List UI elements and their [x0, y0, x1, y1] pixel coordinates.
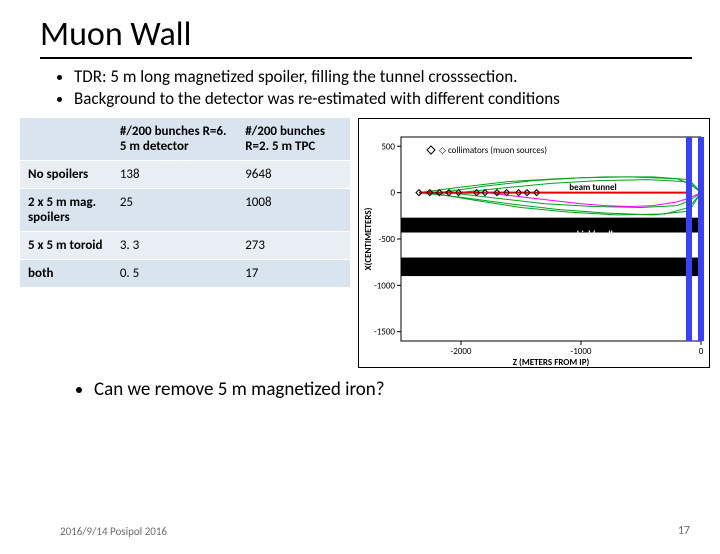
- svg-text:-2000: -2000: [450, 346, 471, 357]
- footer-date: 2016/9/14 Posipol 2016: [60, 525, 167, 538]
- svg-text:X(CENTIMETERS): X(CENTIMETERS): [363, 207, 374, 270]
- table-row: 2 x 5 m mag. spoilers251008: [20, 189, 350, 232]
- table-header-row: #/200 bunches R=6. 5 m detector #/200 bu…: [20, 118, 350, 161]
- table-row: No spoilers1389648: [20, 161, 350, 189]
- bullet-item: Background to the detector was re-estima…: [74, 89, 680, 109]
- table-cell: 138: [112, 161, 237, 189]
- svg-text:0: 0: [699, 346, 704, 357]
- bullet-item: Can we remove 5 m magnetized iron?: [94, 378, 690, 401]
- chart-area: -2000 -1000 0 -1500 -1000 -500 0 500 Z (METERS F…: [358, 118, 712, 368]
- table-cell: 9648: [237, 161, 350, 189]
- svg-text:0: 0: [390, 188, 395, 199]
- svg-text:-1000: -1000: [374, 280, 395, 291]
- svg-text:500: 500: [381, 141, 395, 152]
- svg-text:◇ collimators (muon sources): ◇ collimators (muon sources): [439, 145, 547, 156]
- svg-text:-1500: -1500: [374, 327, 395, 338]
- table-cell: 2 x 5 m mag. spoilers: [20, 189, 112, 232]
- svg-text:-1000: -1000: [570, 346, 591, 357]
- table-cell: 25: [112, 189, 237, 232]
- bullet-item: TDR: 5 m long magnetized spoiler, fillin…: [74, 67, 680, 87]
- beam-chart: -2000 -1000 0 -1500 -1000 -500 0 500 Z (METERS F…: [358, 118, 710, 368]
- page-title: Muon Wall: [40, 14, 692, 55]
- table-row: both0. 517: [20, 260, 350, 288]
- table-cell: 1008: [237, 189, 350, 232]
- bullets-top: TDR: 5 m long magnetized spoiler, fillin…: [60, 67, 680, 108]
- data-table: #/200 bunches R=6. 5 m detector #/200 bu…: [20, 118, 350, 288]
- content-row: #/200 bunches R=6. 5 m detector #/200 bu…: [20, 118, 712, 368]
- table-cell: both: [20, 260, 112, 288]
- footer-page-number: 17: [678, 524, 690, 538]
- table-cell: 273: [237, 232, 350, 260]
- table-header-cell: #/200 bunches R=2. 5 m TPC: [237, 118, 350, 161]
- table-cell: No spoilers: [20, 161, 112, 189]
- title-bar: Muon Wall: [40, 14, 692, 59]
- table-header-cell: [20, 118, 112, 161]
- svg-text:beam tunnel: beam tunnel: [569, 182, 617, 193]
- svg-text:service tunnel: service tunnel: [567, 285, 620, 296]
- bullets-bottom: Can we remove 5 m magnetized iron?: [80, 378, 690, 401]
- table-header-cell: #/200 bunches R=6. 5 m detector: [112, 118, 237, 161]
- table-cell: 17: [237, 260, 350, 288]
- table-cell: 0. 5: [112, 260, 237, 288]
- svg-text:Z (METERS FROM IP): Z (METERS FROM IP): [513, 357, 590, 368]
- chart-svg: -2000 -1000 0 -1500 -1000 -500 0 500 Z (METERS F…: [359, 119, 710, 368]
- table-body: No spoilers13896482 x 5 m mag. spoilers2…: [20, 161, 350, 288]
- table-cell: 5 x 5 m toroid: [20, 232, 112, 260]
- table-row: 5 x 5 m toroid3. 3273: [20, 232, 350, 260]
- svg-text:shield wall: shield wall: [573, 229, 613, 240]
- svg-text:-500: -500: [379, 234, 396, 245]
- table-cell: 3. 3: [112, 232, 237, 260]
